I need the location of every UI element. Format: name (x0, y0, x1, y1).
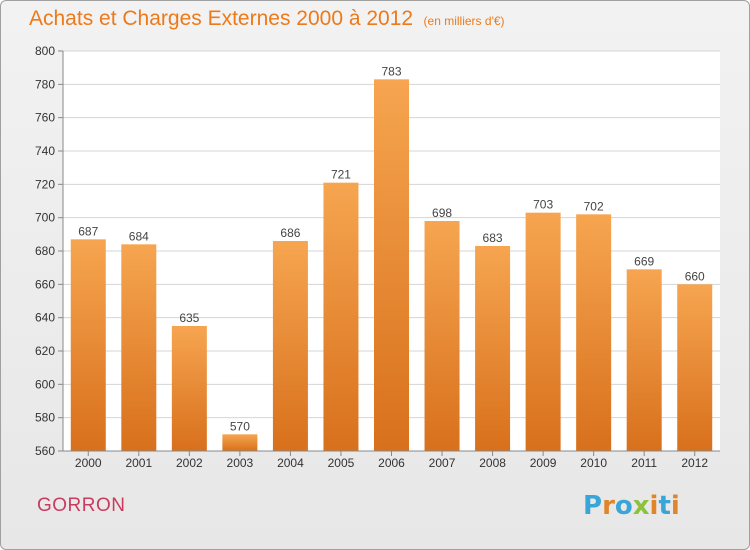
bar-2005[interactable] (323, 182, 359, 451)
x-tick-label: 2010 (580, 456, 607, 470)
proxiti-logo[interactable]: Proxiti (583, 491, 680, 521)
y-tick-label: 640 (35, 311, 55, 325)
y-tick-label: 560 (35, 444, 55, 458)
chart-unit: (en milliers d'€) (423, 14, 505, 28)
bar-2010[interactable] (576, 214, 612, 451)
bar-value-label: 669 (634, 254, 654, 268)
x-tick-label: 2007 (429, 456, 456, 470)
logo-letter: P (583, 491, 603, 521)
bar-value-label: 703 (533, 198, 553, 212)
x-tick-label: 2009 (530, 456, 557, 470)
bar-value-label: 570 (230, 419, 250, 433)
bar-2009[interactable] (525, 212, 561, 451)
logo-letter: r (602, 491, 615, 521)
y-tick-label: 600 (35, 377, 55, 391)
chart-title: Achats et Charges Externes 2000 à 2012 (29, 7, 414, 30)
commune-name: GORRON (37, 495, 126, 516)
x-tick-label: 2002 (176, 456, 203, 470)
y-tick-label: 660 (35, 277, 55, 291)
bar-value-label: 683 (483, 231, 503, 245)
bar-2001[interactable] (121, 244, 157, 451)
x-tick-label: 2008 (479, 456, 506, 470)
y-tick-label: 620 (35, 344, 55, 358)
y-tick-label: 740 (35, 144, 55, 158)
x-axis: 2000 2001 2002 2003 2004 2005 2006 2007 2008 2009… (63, 450, 720, 470)
logo-letter: i (649, 491, 659, 521)
bar-2004[interactable] (272, 241, 308, 451)
y-tick-label: 800 (35, 44, 55, 58)
y-axis: 560 580 600 620 640 660 680 700 720 740 760 780 800 (35, 44, 64, 458)
logo-letter: t (658, 491, 671, 521)
bar-2007[interactable] (424, 221, 460, 451)
y-tick-label: 720 (35, 177, 55, 191)
bar-2006[interactable] (374, 79, 409, 451)
x-tick-label: 2001 (125, 456, 152, 470)
bar-2008[interactable] (475, 246, 511, 451)
logo-letter: x (632, 491, 650, 521)
bar-2011[interactable] (626, 269, 662, 451)
logo-letter: i (670, 491, 680, 521)
y-tick-label: 680 (35, 244, 55, 258)
x-tick-label: 2000 (75, 456, 102, 470)
bar-value-label: 687 (78, 224, 98, 238)
y-tick-label: 760 (35, 111, 55, 125)
x-tick-label: 2003 (227, 456, 254, 470)
bar-value-label: 686 (280, 226, 300, 240)
bar-2003[interactable] (222, 434, 258, 451)
bar-value-label: 783 (381, 64, 401, 78)
bar-value-label: 721 (331, 168, 351, 182)
y-tick-label: 780 (35, 77, 55, 91)
chart-title-row: Achats et Charges Externes 2000 à 2012 (… (29, 7, 505, 31)
x-tick-label: 2011 (631, 456, 657, 470)
x-tick-label: 2012 (681, 456, 708, 470)
bar-value-label: 635 (179, 311, 199, 325)
x-tick-label: 2004 (277, 456, 304, 470)
x-tick-label: 2006 (378, 456, 405, 470)
y-tick-label: 580 (35, 411, 55, 425)
bar-2002[interactable] (171, 326, 207, 451)
x-tick-label: 2005 (328, 456, 355, 470)
bar-2012[interactable] (677, 284, 713, 451)
bar-value-label: 702 (584, 199, 604, 213)
bar-value-label: 698 (432, 206, 452, 220)
bars-group: 687 684 635 570 686 721 783 698 683 703 702 669 660 (70, 64, 713, 451)
bar-value-label: 684 (129, 229, 149, 243)
logo-letter: o (614, 491, 633, 521)
bar-value-label: 660 (685, 269, 705, 283)
bar-2000[interactable] (70, 239, 106, 451)
y-tick-label: 700 (35, 211, 55, 225)
